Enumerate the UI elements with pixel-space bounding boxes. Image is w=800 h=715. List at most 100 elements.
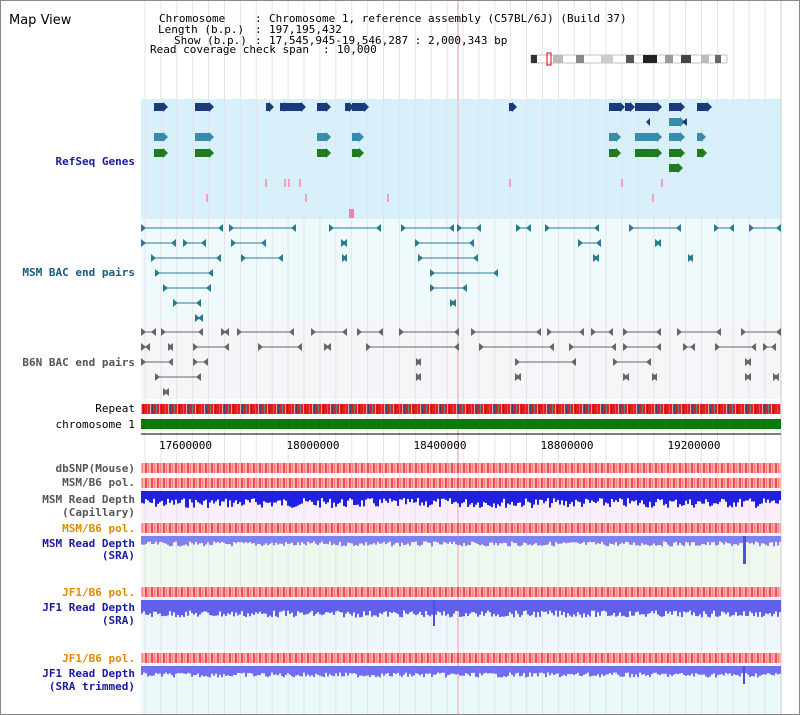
depth-sra-bar: [485, 536, 487, 547]
depth-cap-bar: [411, 491, 413, 500]
depth-jf1-bar: [719, 600, 721, 616]
depth-jf1t-bar: [181, 666, 183, 674]
chromosome-ideogram[interactable]: [530, 52, 728, 66]
gene-arrow-icon: [680, 132, 685, 142]
depth-cap-bar: [299, 491, 301, 505]
depth-jf1-bar: [223, 600, 225, 615]
depth-jf1-bar: [391, 600, 393, 613]
depth-jf1t-bar: [349, 666, 351, 674]
snp-marker: [661, 179, 663, 187]
depth-cap-bar: [461, 491, 463, 504]
depth-cap-bar: [741, 491, 743, 507]
msm-read-depth-capillary-track[interactable]: [141, 491, 781, 508]
depth-sra-bar: [385, 536, 387, 545]
depth-jf1t-bar: [599, 666, 601, 678]
b6n-bac-track[interactable]: [141, 328, 781, 396]
depth-jf1t-bar: [615, 666, 617, 673]
jf1-read-depth-trimmed-track[interactable]: [141, 666, 781, 684]
dbsnp-track[interactable]: [141, 463, 781, 473]
depth-cap-bar: [261, 491, 263, 508]
chromosome-bar[interactable]: [141, 419, 781, 429]
depth-cap-bar: [599, 491, 601, 499]
depth-jf1t-bar: [703, 666, 705, 675]
depth-cap-bar: [533, 491, 535, 505]
b6n-bac-pair-end-icon: [591, 328, 596, 336]
depth-cap-bar: [163, 491, 165, 506]
depth-jf1-bar: [305, 600, 307, 615]
depth-jf1t-bar: [771, 666, 773, 676]
depth-jf1-bar: [335, 600, 337, 612]
depth-sra-bar: [471, 536, 473, 542]
depth-jf1-bar: [147, 600, 149, 615]
depth-cap-bar: [489, 491, 491, 506]
gene-feature: [154, 103, 163, 111]
depth-sra-bar: [321, 536, 323, 542]
msm-b6-pol-track-1[interactable]: [141, 478, 781, 488]
depth-cap-bar: [307, 491, 309, 502]
depth-jf1-bar: [493, 600, 495, 614]
jf1-read-depth-sra-track[interactable]: [141, 600, 781, 626]
depth-sra-bar: [525, 536, 527, 544]
depth-jf1t-bar: [229, 666, 231, 676]
depth-cap-bar: [483, 491, 485, 503]
msm-bac-pair-end-icon: [141, 224, 146, 232]
depth-cap-bar: [289, 491, 291, 507]
gene-feature: [195, 133, 209, 141]
track-label-msm-bac: MSM BAC end pairs: [22, 266, 135, 279]
depth-cap-bar: [305, 491, 307, 502]
depth-jf1-bar: [629, 600, 631, 612]
jf1-b6-pol-track-1[interactable]: [141, 587, 781, 597]
b6n-bac-pair-end-icon: [399, 328, 404, 336]
depth-jf1-bar: [661, 600, 663, 617]
depth-jf1-bar: [441, 600, 443, 616]
depth-cap-bar: [459, 491, 461, 508]
depth-sra-bar: [621, 536, 623, 543]
depth-cap-bar: [225, 491, 227, 499]
depth-jf1-bar: [623, 600, 625, 616]
msm-bac-pair-end-icon: [457, 224, 462, 232]
depth-cap-bar: [437, 491, 439, 499]
depth-jf1t-bar: [403, 666, 405, 675]
depth-sra-bar: [529, 536, 531, 545]
depth-jf1-bar: [457, 600, 459, 612]
depth-cap-bar: [619, 491, 621, 499]
depth-jf1-bar: [351, 600, 353, 616]
depth-jf1-bar: [517, 600, 519, 614]
depth-sra-bar: [549, 536, 551, 542]
gene-feature: [352, 133, 359, 141]
depth-sra-bar: [677, 536, 679, 546]
depth-jf1t-bar: [551, 666, 553, 674]
depth-jf1t-bar: [173, 666, 175, 678]
depth-sra-bar: [463, 536, 465, 544]
depth-cap-bar: [171, 491, 173, 501]
depth-jf1-bar: [211, 600, 213, 616]
ruler-tick-label: 19200000: [668, 439, 721, 452]
msm-b6-pol-track-2[interactable]: [141, 523, 781, 533]
depth-sra-bar: [413, 536, 415, 543]
msm-read-depth-sra-track[interactable]: [141, 536, 781, 564]
depth-jf1t-bar: [469, 666, 471, 677]
depth-jf1-bar: [227, 600, 229, 614]
depth-jf1t-bar: [607, 666, 609, 675]
refseq-genes-track[interactable]: [154, 102, 712, 218]
depth-cap-bar: [739, 491, 741, 499]
depth-sra-bar: [683, 536, 685, 547]
depth-sra-bar: [213, 536, 215, 542]
depth-jf1t-bar: [729, 666, 731, 674]
depth-jf1-bar: [475, 600, 477, 614]
depth-cap-bar: [233, 491, 235, 503]
depth-jf1t-bar: [459, 666, 461, 676]
depth-jf1t-bar: [623, 666, 625, 677]
depth-jf1-bar: [329, 600, 331, 614]
depth-cap-bar: [517, 491, 519, 504]
msm-bac-track[interactable]: [141, 224, 781, 322]
depth-cap-bar: [263, 491, 265, 502]
depth-jf1-bar: [773, 600, 775, 615]
repeat-track[interactable]: [141, 404, 781, 414]
depth-cap-bar: [625, 491, 627, 507]
depth-jf1-bar: [311, 600, 313, 611]
depth-cap-bar: [635, 491, 637, 501]
depth-jf1t-bar: [753, 666, 755, 677]
jf1-b6-pol-track-2[interactable]: [141, 653, 781, 663]
